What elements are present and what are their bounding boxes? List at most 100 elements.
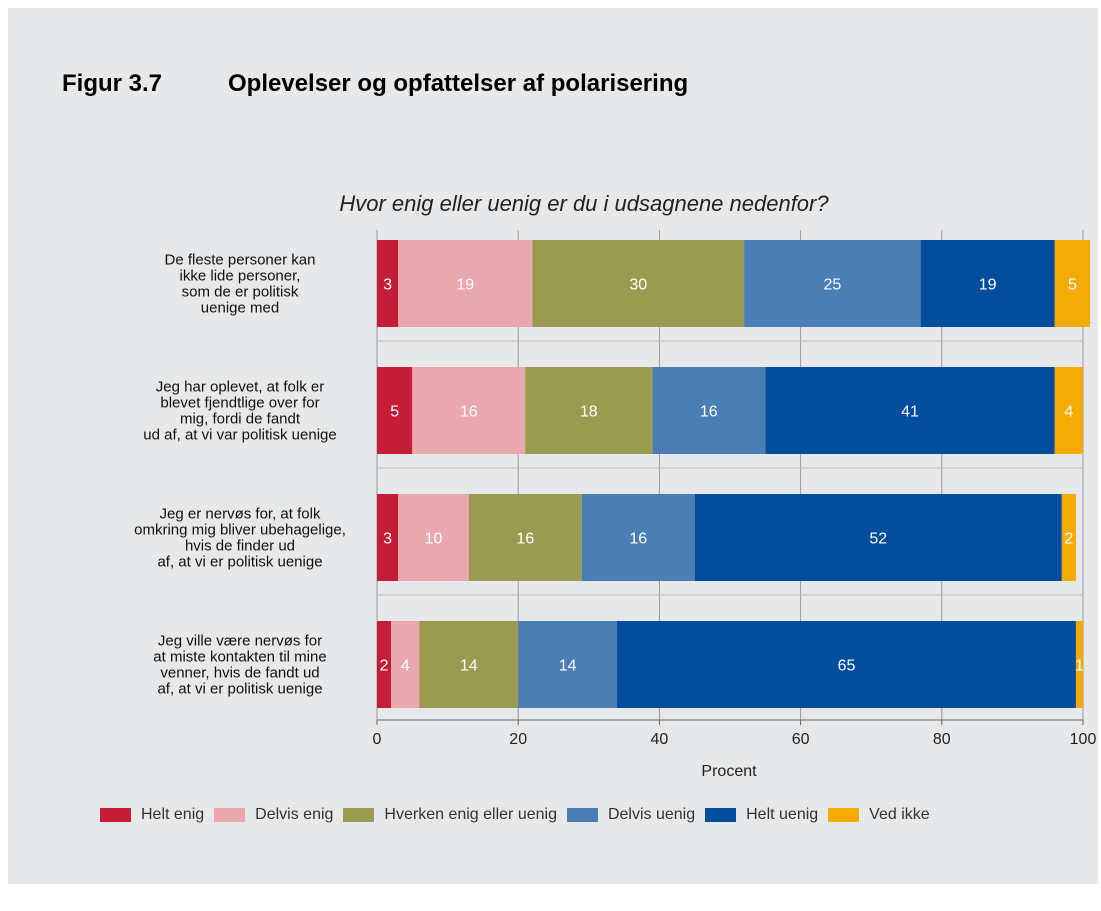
data-label: 3: [383, 531, 392, 548]
data-label: 2: [380, 658, 389, 675]
category-label-line: venner, hvis de fandt ud: [160, 665, 319, 682]
category-label-line: mig, fordi de fandt: [180, 411, 301, 428]
x-tick-label: 80: [933, 731, 951, 748]
bar-segment: [652, 367, 766, 454]
category-label-line: omkring mig bliver ubehagelige,: [134, 522, 346, 539]
category-label-line: blevet fjendtlige over for: [160, 395, 319, 412]
category-labels: De fleste personer kan ikke lide personer…: [134, 252, 346, 698]
category-label-line: Jeg ville være nervøs for: [158, 633, 322, 650]
data-label: 5: [390, 404, 399, 421]
legend-item: Helt uenig: [705, 806, 818, 824]
bar-segment: [581, 494, 695, 581]
bar-segment: [468, 494, 582, 581]
x-tick-label: 0: [373, 731, 382, 748]
data-label: 10: [425, 531, 443, 548]
bar-segment: [398, 494, 469, 581]
bar-segment: [1054, 240, 1091, 327]
bar-segment: [525, 367, 653, 454]
data-label: 14: [460, 658, 478, 675]
legend-item: Helt enig: [100, 806, 204, 824]
bar-segment: [518, 621, 618, 708]
data-label: 1: [1075, 658, 1084, 675]
data-label: 5: [1068, 277, 1077, 294]
category-label: Jeg ville være nervøs for at miste kontak…: [153, 633, 326, 698]
legend-label: Helt uenig: [746, 806, 819, 823]
bar-segment: [419, 621, 519, 708]
category-label-line: at miste kontakten til mine: [153, 649, 326, 666]
bar-segment: [377, 621, 392, 708]
bar-segment: [920, 240, 1055, 327]
category-label-line: uenige med: [201, 300, 279, 317]
data-label: 65: [838, 658, 856, 675]
bar-segment: [1075, 621, 1083, 708]
bar-segment: [377, 367, 413, 454]
category-label-line: af, at vi er politisk uenige: [157, 681, 322, 698]
x-tick-label: 20: [509, 731, 527, 748]
bar-segment: [1054, 367, 1083, 454]
x-axis: 0 20 40 60 80 100: [373, 719, 1097, 748]
bar-segment: [1061, 494, 1076, 581]
bar-segment: [377, 240, 399, 327]
category-label-line: hvis de finder ud: [185, 538, 295, 555]
bar-segment: [398, 240, 533, 327]
data-label: 2: [1064, 531, 1073, 548]
data-label: 19: [979, 277, 997, 294]
legend-label: Hverken enig eller uenig: [384, 806, 557, 823]
category-label-line: som de er politisk: [182, 284, 299, 301]
figure-heading: Figur 3.7 Oplevelser og opfattelser af po…: [62, 70, 688, 98]
legend-swatch: [100, 808, 131, 822]
data-label: 52: [869, 531, 887, 548]
legend-swatch: [705, 808, 737, 822]
bar-segment: [391, 621, 420, 708]
legend-swatch: [343, 808, 375, 822]
figure-title: Oplevelser og opfattelser af polariserin…: [228, 70, 689, 97]
bar-segment: [617, 621, 1076, 708]
category-label-line: Jeg er nervøs for, at folk: [160, 506, 321, 523]
legend-item: Hverken enig eller uenig: [343, 806, 557, 824]
data-label: 30: [629, 277, 647, 294]
data-label: 19: [456, 277, 474, 294]
bar-segment: [744, 240, 921, 327]
legend-swatch: [566, 808, 598, 822]
category-label-line: ud af, at vi var politisk uenige: [143, 427, 336, 444]
category-label-line: ikke lide personer,: [180, 268, 301, 285]
x-axis-label: Procent: [701, 763, 757, 780]
bar-segment: [532, 240, 745, 327]
figure-number: Figur 3.7: [62, 70, 163, 97]
data-label: 25: [823, 277, 841, 294]
bars: 3 19 30 25 19 55 16 18 16 41 43 10 16 16 52 22 4 14 14 65 1: [377, 240, 1091, 708]
x-tick-label: 100: [1070, 731, 1097, 748]
x-tick-label: 40: [651, 731, 669, 748]
x-tick-label: 60: [792, 731, 810, 748]
data-label: 16: [629, 531, 647, 548]
legend-swatch: [828, 808, 860, 822]
category-label: Jeg har oplevet, at folk er blevet fjendt…: [143, 379, 336, 444]
legend-label: Ved ikke: [869, 806, 930, 823]
category-label: Jeg er nervøs for, at folk omkring mig bl…: [134, 506, 346, 571]
data-label: 4: [401, 658, 410, 675]
legend-item: Delvis enig: [214, 806, 333, 824]
category-label-line: af, at vi er politisk uenige: [157, 554, 322, 571]
bar-segment: [694, 494, 1062, 581]
legend-label: Helt enig: [141, 806, 205, 823]
data-label: 18: [580, 404, 598, 421]
data-label: 3: [383, 277, 392, 294]
data-label: 16: [516, 531, 534, 548]
legend-label: Delvis enig: [255, 806, 334, 823]
data-label: 16: [460, 404, 478, 421]
legend: Helt enig Delvis enig Hverken enig eller u…: [100, 806, 940, 824]
data-label: 14: [559, 658, 577, 675]
legend-swatch: [214, 808, 246, 822]
category-label: De fleste personer kan ikke lide personer…: [165, 252, 316, 317]
category-label-line: De fleste personer kan: [165, 252, 316, 269]
legend-label: Delvis uenig: [607, 806, 696, 823]
data-label: 41: [901, 404, 919, 421]
legend-item: Ved ikke: [828, 806, 930, 824]
category-label-line: Jeg har oplevet, at folk er: [156, 379, 324, 396]
bar-segment: [765, 367, 1055, 454]
data-label: 4: [1064, 404, 1073, 421]
chart-title: Hvor enig eller uenig er du i udsagnene …: [339, 191, 829, 216]
data-label: 16: [700, 404, 718, 421]
legend-item: Delvis uenig: [566, 806, 696, 824]
